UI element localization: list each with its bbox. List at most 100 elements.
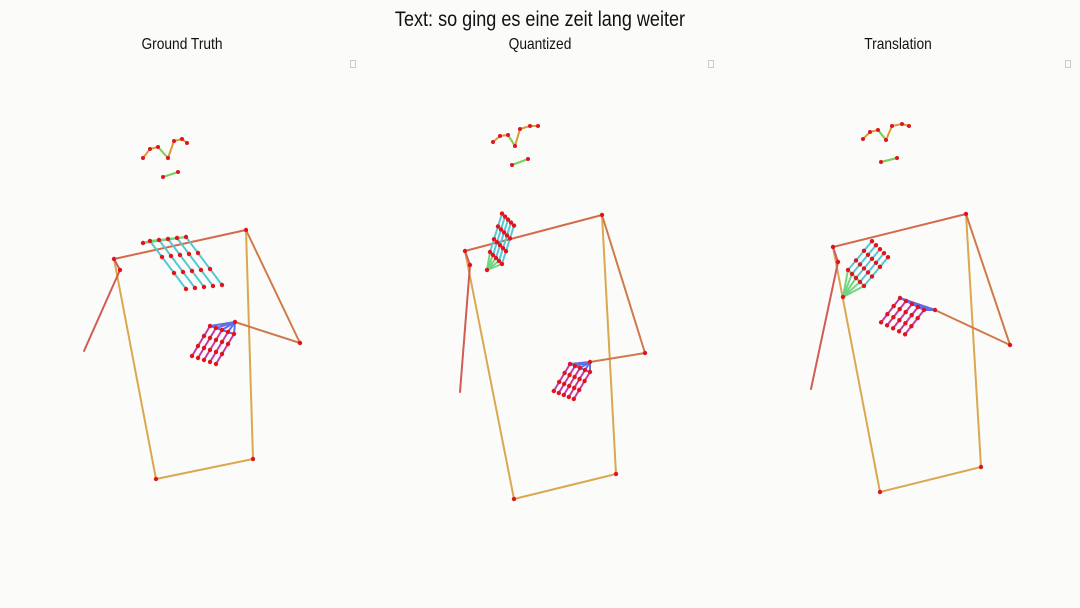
- hand-left-finger-bone: [167, 238, 181, 256]
- face-keypoint: [876, 128, 880, 132]
- legend-placeholder-mark: [350, 60, 356, 68]
- hand-left-palm-bone: [486, 263, 503, 271]
- hand-left-keypoint: [873, 243, 879, 248]
- hand-left-finger-bone: [502, 234, 508, 250]
- hand-right-keypoint: [903, 321, 908, 326]
- hand-right-keypoint: [195, 343, 201, 349]
- hand-left-keypoint: [873, 260, 879, 265]
- face-keypoint: [176, 170, 180, 174]
- hand-left-keypoint: [168, 253, 174, 259]
- body-keypoint: [153, 476, 159, 482]
- face-keypoint: [895, 156, 899, 160]
- face-keypoint: [491, 140, 495, 144]
- hand-right-keypoint: [890, 326, 896, 331]
- hand-left-keypoint: [499, 211, 505, 216]
- hand-right-keypoint: [587, 369, 593, 375]
- body-keypoint: [978, 464, 984, 470]
- hand-right-keypoint: [897, 295, 903, 301]
- body-keypoint: [613, 471, 619, 477]
- hand-right-keypoint: [571, 396, 576, 402]
- shoulder-bone: [464, 214, 603, 252]
- hand-right-keypoint: [915, 304, 921, 310]
- hand-right-keypoint: [189, 353, 195, 359]
- body-keypoint: [642, 350, 648, 356]
- hand-left-keypoint: [198, 267, 204, 273]
- hand-left-keypoint: [853, 275, 859, 281]
- hand-right-palm-bone: [221, 321, 236, 331]
- eyebrow-bone: [514, 128, 521, 147]
- hand-left-keypoint: [487, 249, 493, 255]
- hand-right-keypoint: [582, 378, 587, 384]
- hand-left-keypoint: [865, 252, 871, 257]
- hand-left-finger-bone: [161, 256, 175, 274]
- hand-right-keypoint: [921, 307, 927, 313]
- hand-left-palm-bone: [842, 285, 865, 298]
- hand-right-keypoint: [915, 315, 920, 321]
- face-keypoint: [868, 130, 872, 134]
- hand-right-keypoint: [903, 298, 909, 304]
- mouth-bone: [879, 156, 899, 164]
- hand-left-keypoint: [840, 294, 846, 300]
- hand-left-keypoint: [171, 270, 177, 276]
- face-keypoint: [510, 163, 514, 167]
- hand-left-keypoint: [165, 236, 171, 242]
- body-keypoint: [830, 244, 836, 250]
- torso-right-bone: [245, 229, 254, 460]
- torso-left-bone: [832, 246, 881, 493]
- hand-left-keypoint: [861, 283, 867, 289]
- face-keypoint: [141, 156, 145, 160]
- hand-left-keypoint: [502, 214, 508, 219]
- hand-right-keypoint: [587, 359, 593, 365]
- eyebrow-bone: [167, 140, 175, 159]
- right-forearm-bone: [234, 321, 301, 344]
- hand-right-keypoint: [902, 332, 908, 337]
- hand-left-finger-bone: [499, 231, 505, 247]
- hand-left-keypoint: [183, 234, 189, 240]
- hand-left-keypoint: [508, 220, 514, 225]
- face-keypoint: [528, 124, 532, 128]
- hand-left-finger-bone: [200, 269, 214, 287]
- hand-left-finger-bone: [158, 239, 172, 257]
- hand-right-keypoint: [572, 363, 578, 369]
- hand-left-finger-bone: [492, 241, 498, 256]
- hand-left-finger-bone: [197, 252, 211, 270]
- hand-left-keypoint: [505, 217, 511, 222]
- legend-placeholder-mark: [1065, 60, 1071, 68]
- hand-left-finger-bone: [182, 271, 196, 289]
- body-keypoint: [467, 262, 473, 268]
- hand-right-keypoint: [567, 361, 573, 367]
- hip-bone: [155, 458, 254, 480]
- hand-left-keypoint: [495, 224, 501, 229]
- hand-left-keypoint: [156, 237, 162, 243]
- hand-left-keypoint: [490, 252, 496, 258]
- face-keypoint: [148, 147, 152, 151]
- hand-left-keypoint: [861, 248, 867, 253]
- eyebrow-bone: [885, 125, 893, 141]
- hand-left-finger-bone: [493, 225, 499, 241]
- hand-left-finger-bone: [489, 238, 495, 253]
- hand-right-keypoint: [577, 376, 582, 382]
- hand-left-keypoint: [501, 230, 507, 235]
- hand-left-finger-bone: [496, 228, 502, 244]
- left-forearm-bone: [459, 264, 471, 393]
- hand-left-keypoint: [499, 261, 505, 267]
- left-forearm-bone: [810, 261, 839, 390]
- face-keypoint: [513, 144, 517, 148]
- hand-left-keypoint: [183, 286, 189, 292]
- hand-right-keypoint: [557, 379, 562, 385]
- hand-left-finger-bone: [149, 240, 163, 258]
- body-keypoint: [877, 489, 883, 495]
- hand-left-keypoint: [869, 256, 875, 261]
- body-keypoint: [297, 340, 303, 346]
- hand-right-keypoint: [903, 309, 908, 315]
- hand-left-keypoint: [869, 239, 875, 244]
- hand-right-keypoint: [885, 312, 890, 317]
- right-upper-arm-bone: [601, 214, 646, 354]
- hand-left-keypoint: [498, 227, 504, 232]
- hand-left-keypoint: [195, 250, 201, 256]
- hand-right-keypoint: [562, 370, 567, 376]
- hand-left-keypoint: [484, 267, 490, 273]
- hand-right-keypoint: [231, 331, 237, 337]
- hand-left-keypoint: [207, 266, 213, 272]
